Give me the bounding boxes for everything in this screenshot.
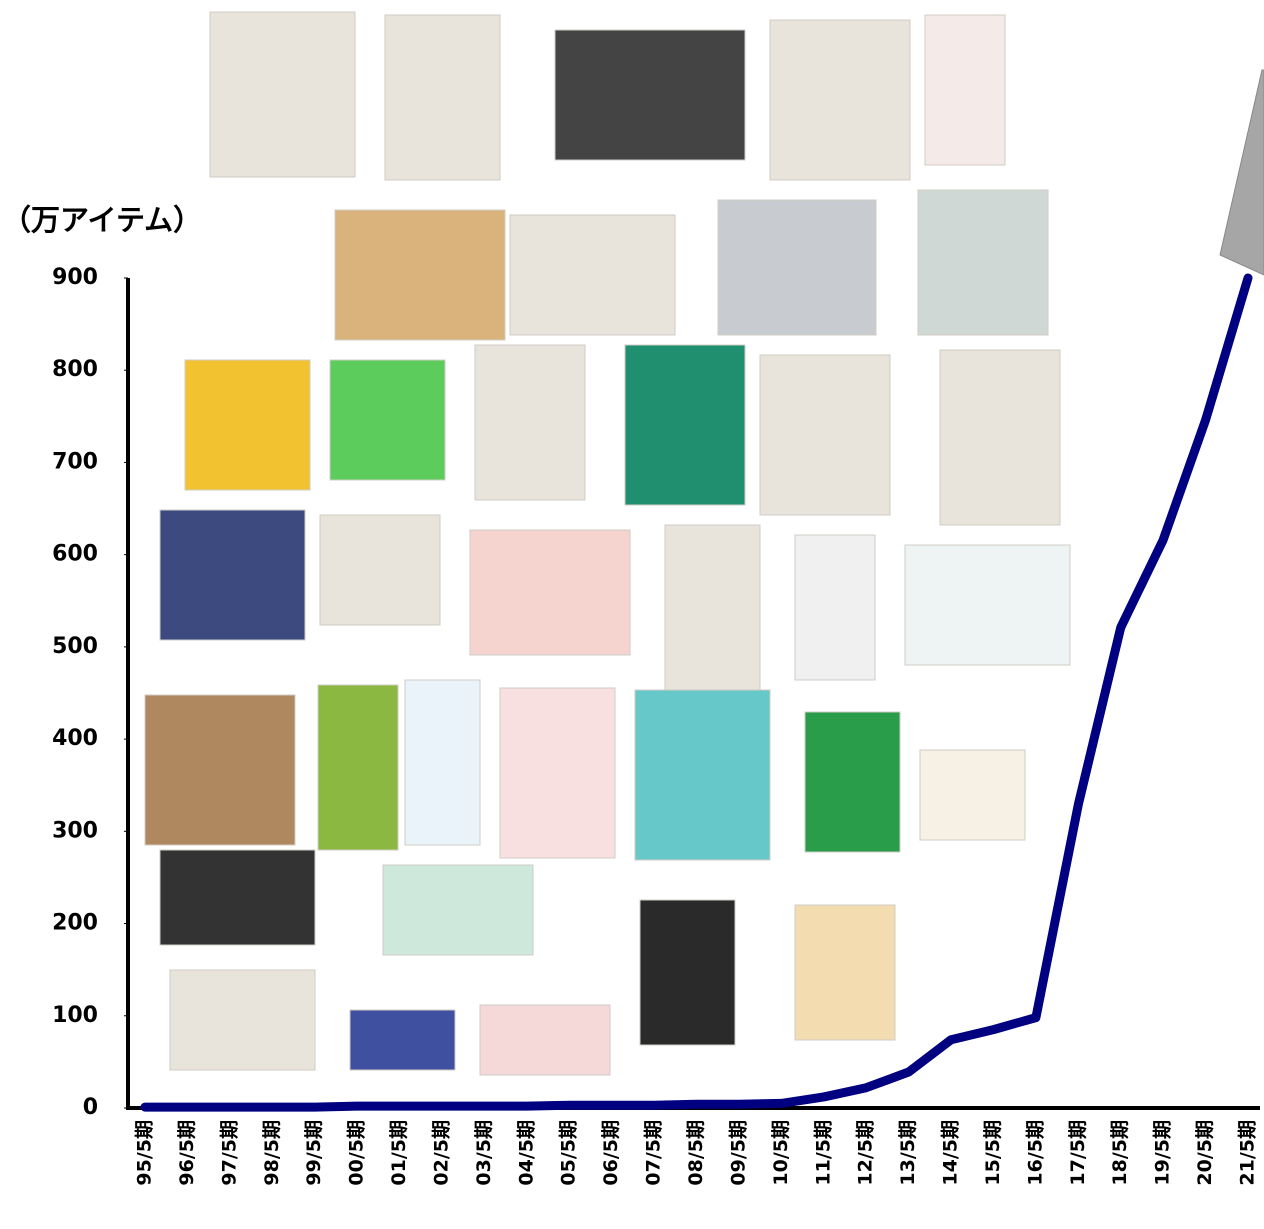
photo: [794, 904, 896, 1041]
photo: [209, 11, 356, 178]
x-tick-label: 21/5期: [1237, 1120, 1259, 1186]
x-tick-label: 95/5期: [134, 1120, 156, 1186]
x-tick-label: 14/5期: [940, 1120, 962, 1186]
x-tick-label: 00/5期: [346, 1120, 368, 1186]
photo: [804, 711, 901, 853]
photo: [769, 19, 911, 181]
x-tick-label: 13/5期: [897, 1120, 919, 1186]
photo: [384, 14, 501, 181]
photo: [924, 14, 1006, 166]
x-tick-label: 12/5期: [855, 1120, 877, 1186]
photo: [334, 209, 506, 341]
y-tick-label: 100: [52, 1003, 98, 1028]
photo: [939, 349, 1061, 526]
x-tick-label: 06/5期: [600, 1120, 622, 1186]
y-tick-label: 200: [52, 911, 98, 936]
x-tick-label: 97/5期: [218, 1120, 240, 1186]
y-tick-label: 300: [52, 818, 98, 843]
photo: [317, 684, 399, 851]
photo: [634, 689, 771, 861]
photo: [509, 214, 676, 336]
x-tick-label: 99/5期: [303, 1120, 325, 1186]
y-tick-label: 700: [52, 449, 98, 474]
photo: [144, 694, 296, 846]
x-tick-label: 03/5期: [473, 1120, 495, 1186]
y-tick-label: 0: [83, 1095, 98, 1120]
x-tick-label: 01/5期: [388, 1120, 410, 1186]
photo: [382, 864, 534, 956]
x-tick-label: 20/5期: [1194, 1120, 1216, 1186]
photo: [159, 509, 306, 641]
y-tick-label: 500: [52, 634, 98, 659]
x-tick-label: 07/5期: [643, 1120, 665, 1186]
x-tick-label: 10/5期: [770, 1120, 792, 1186]
x-tick-label: 18/5期: [1109, 1120, 1131, 1186]
photo: [664, 524, 761, 691]
photo: [624, 344, 746, 506]
x-tick-label: 05/5期: [558, 1120, 580, 1186]
photo: [717, 199, 877, 336]
y-axis-label: （万アイテム）: [2, 203, 202, 237]
x-tick-label: 15/5期: [982, 1120, 1004, 1186]
x-tick-label: 96/5期: [176, 1120, 198, 1186]
photo: [474, 344, 586, 501]
x-tick-label: 98/5期: [261, 1120, 283, 1186]
photo: [319, 514, 441, 626]
x-tick-label: 08/5期: [685, 1120, 707, 1186]
photo: [499, 687, 616, 859]
photo: [404, 679, 481, 846]
x-tick-label: 09/5期: [727, 1120, 749, 1186]
photo: [759, 354, 891, 516]
x-tick-label: 02/5期: [430, 1120, 452, 1186]
photo: [794, 534, 876, 681]
photo: [639, 899, 736, 1046]
trend-arrow: [1219, 69, 1264, 276]
photo: [184, 359, 311, 491]
product-photos: [144, 11, 1071, 1076]
x-tick-label: 17/5期: [1067, 1120, 1089, 1186]
y-tick-label: 900: [52, 265, 98, 290]
photo: [919, 749, 1026, 841]
photo: [479, 1004, 611, 1076]
y-tick-label: 400: [52, 726, 98, 751]
x-tick-label: 16/5期: [1024, 1120, 1046, 1186]
photo: [159, 849, 316, 946]
x-tick-label: 11/5期: [812, 1120, 834, 1186]
x-tick-label: 04/5期: [515, 1120, 537, 1186]
photo: [349, 1009, 456, 1071]
photo: [469, 529, 631, 656]
x-tick-label: 19/5期: [1152, 1120, 1174, 1186]
photo: [904, 544, 1071, 666]
line: [140, 273, 1253, 1112]
photo: [554, 29, 746, 161]
y-tick-label: 800: [52, 357, 98, 382]
photo: [329, 359, 446, 481]
photo: [917, 189, 1049, 336]
photo: [169, 969, 316, 1071]
y-tick-label: 600: [52, 542, 98, 567]
